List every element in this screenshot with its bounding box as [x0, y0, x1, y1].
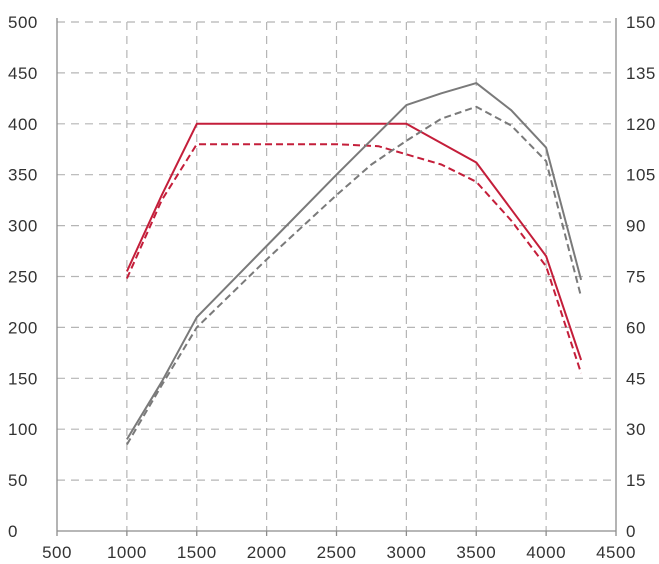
y2-tick-label: 135 [626, 64, 656, 83]
y-tick-label: 250 [8, 268, 38, 287]
grid-lines [57, 21, 616, 531]
y2-tick-label: 0 [626, 522, 636, 541]
y-tick-label: 150 [8, 369, 38, 388]
y2-tick-label: 60 [626, 318, 646, 337]
y2-tick-label: 150 [626, 13, 656, 32]
x-tick-label: 3000 [386, 543, 426, 562]
y-tick-label: 500 [8, 13, 38, 32]
series-line-3 [126, 82, 583, 440]
series-line-2 [125, 143, 583, 374]
y-tick-label: 50 [8, 471, 28, 490]
x-tick-label: 3500 [456, 543, 496, 562]
series-line-1 [125, 122, 583, 361]
tick-labels: 0 50 100 150 200 250 300 350 400 450 500 0 15 30 45 60 7… [8, 13, 656, 562]
x-tick-label: 4500 [596, 543, 636, 562]
y-tick-label: 450 [8, 64, 38, 83]
series-layer [125, 82, 583, 446]
y2-tick-label: 30 [626, 420, 646, 439]
y-tick-label: 100 [8, 420, 38, 439]
y2-tick-label: 105 [626, 166, 656, 185]
y-tick-label: 400 [8, 115, 38, 134]
x-tick-label: 2000 [247, 543, 287, 562]
axes [56, 18, 617, 536]
y-tick-label: 300 [8, 217, 38, 236]
x-tick-label: 1000 [107, 543, 147, 562]
y-tick-label: 200 [8, 318, 38, 337]
x-tick-label: 4000 [526, 543, 566, 562]
x-tick-label: 500 [42, 543, 72, 562]
y2-tick-label: 90 [626, 217, 646, 236]
y2-tick-label: 15 [626, 471, 646, 490]
y-tick-label: 0 [8, 522, 18, 541]
y2-tick-label: 45 [626, 369, 646, 388]
y-tick-label: 350 [8, 166, 38, 185]
x-tick-label: 1500 [177, 543, 217, 562]
x-tick-label: 2500 [317, 543, 357, 562]
series-line-4 [126, 105, 583, 446]
y2-tick-label: 75 [626, 268, 646, 287]
y2-tick-label: 120 [626, 115, 656, 134]
